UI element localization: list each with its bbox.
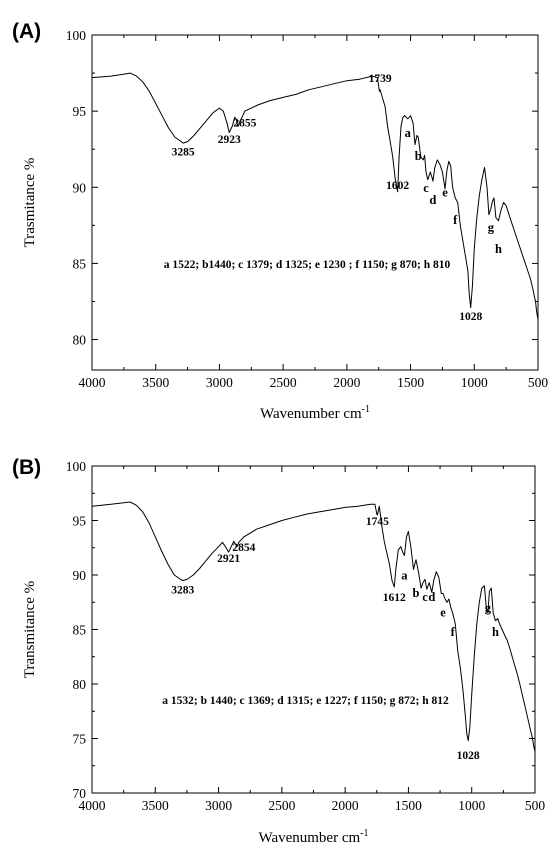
x-tick-label: 2500 [268, 798, 295, 813]
x-tick-label: 3500 [142, 798, 169, 813]
x-axis-title-superscript: -1 [362, 404, 370, 415]
y-tick-label: 90 [73, 180, 87, 195]
x-tick-label: 3500 [142, 375, 169, 390]
peak-label: 2923 [218, 134, 241, 146]
peak-label: 2921 [217, 553, 240, 565]
x-tick-label: 4000 [79, 798, 106, 813]
band-assignment-note: a 1522; b1440; c 1379; d 1325; e 1230 ; … [164, 259, 451, 271]
x-tick-label: 3000 [206, 375, 233, 390]
peak-label: 2855 [233, 117, 256, 129]
peak-label: 2854 [232, 542, 255, 554]
panel-label: (B) [12, 456, 41, 479]
peak-label: g [485, 601, 492, 615]
panel-b: (B) 4000 3500 3000 2500 2000 1500 1000 500 70 75 80… [12, 456, 545, 846]
y-tick-label: 85 [73, 623, 87, 638]
peak-label: 1028 [457, 750, 480, 762]
x-tick-label: 500 [525, 798, 546, 813]
x-tick-label: 2000 [332, 798, 359, 813]
peak-label: d [429, 193, 436, 207]
x-tick-label: 1500 [397, 375, 424, 390]
band-assignment-note: a 1532; b 1440; c 1369; d 1315; e 1227; … [162, 695, 449, 707]
y-tick-label: 80 [73, 677, 87, 692]
x-axis-title: Wavenumber cm-1 [258, 828, 368, 846]
peak-label: 1028 [459, 311, 482, 323]
y-tick-label: 70 [73, 786, 87, 801]
x-tick-label: 1000 [458, 798, 485, 813]
peak-label: h [495, 242, 502, 256]
x-tick-label: 500 [528, 375, 549, 390]
y-tick-label: 85 [73, 256, 87, 271]
peak-label: g [488, 220, 495, 234]
peak-label: b [413, 586, 420, 600]
peak-label: 1612 [383, 592, 406, 604]
peak-label: 3285 [172, 146, 195, 158]
panel-a: (A) 4000 3500 3000 2500 2000 1500 1000 500 80 85 90… [12, 20, 548, 422]
x-axis-title: Wavenumber cm-1 [260, 404, 370, 422]
y-tick-label: 100 [66, 459, 87, 474]
x-axis-title-text: Wavenumber cm [258, 830, 360, 846]
peak-label: a [401, 568, 408, 582]
peak-label: 3283 [171, 585, 194, 597]
peak-label: 1602 [386, 180, 409, 192]
x-axis-title-text: Wavenumber cm [260, 406, 362, 422]
peak-label: c [423, 181, 429, 195]
y-axis-title: Transmitance % [22, 581, 38, 678]
y-tick-label: 75 [73, 732, 87, 747]
peak-label: f [453, 213, 458, 227]
y-tick-label: 95 [73, 514, 87, 529]
y-tick-label: 80 [73, 333, 87, 348]
plot-frame [91, 465, 536, 794]
y-axis-title: Trasmitance % [22, 158, 38, 248]
x-tick-label: 2000 [333, 375, 360, 390]
peak-label: d [428, 590, 435, 604]
peak-label: f [451, 625, 456, 639]
x-tick-label: 1500 [395, 798, 422, 813]
peak-label: h [492, 625, 499, 639]
peak-label: c [422, 590, 428, 604]
peak-label: b [415, 149, 422, 163]
x-tick-label: 1000 [461, 375, 488, 390]
x-tick-label: 2500 [270, 375, 297, 390]
panel-label: (A) [12, 20, 41, 43]
peak-label: e [442, 185, 448, 199]
y-tick-label: 90 [73, 568, 87, 583]
spectrum-line [91, 501, 536, 752]
x-axis-title-superscript: -1 [360, 828, 368, 839]
peak-label: 1745 [366, 516, 389, 528]
spectrum-line [91, 72, 539, 320]
peak-label: a [405, 126, 412, 140]
y-tick-label: 95 [73, 104, 87, 119]
y-tick-label: 100 [66, 28, 87, 43]
x-tick-label: 3000 [205, 798, 232, 813]
peak-label: 1739 [369, 73, 392, 85]
x-tick-label: 4000 [79, 375, 106, 390]
peak-label: e [440, 605, 446, 619]
